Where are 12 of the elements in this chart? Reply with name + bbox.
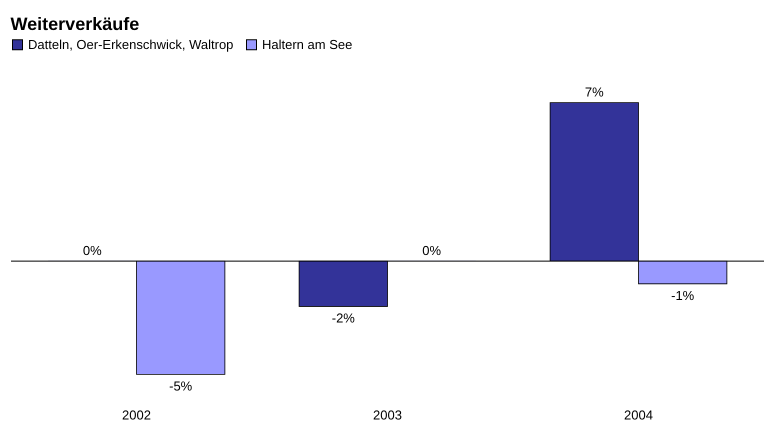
data-label: -1% bbox=[671, 288, 695, 303]
legend-label: Haltern am See bbox=[262, 36, 352, 52]
x-tick-label: 2003 bbox=[373, 408, 402, 422]
x-tick-label: 2002 bbox=[122, 408, 151, 422]
data-label: 0% bbox=[422, 243, 442, 258]
x-tick-label: 2004 bbox=[624, 408, 653, 422]
legend-label: Datteln, Oer-Erkenschwick, Waltrop bbox=[28, 36, 234, 52]
data-label: -2% bbox=[332, 310, 356, 326]
data-label: 7% bbox=[584, 84, 604, 100]
data-label: 0% bbox=[82, 243, 102, 258]
chart-title: Weiterverkäufe bbox=[10, 14, 140, 34]
data-label: -5% bbox=[169, 378, 193, 394]
